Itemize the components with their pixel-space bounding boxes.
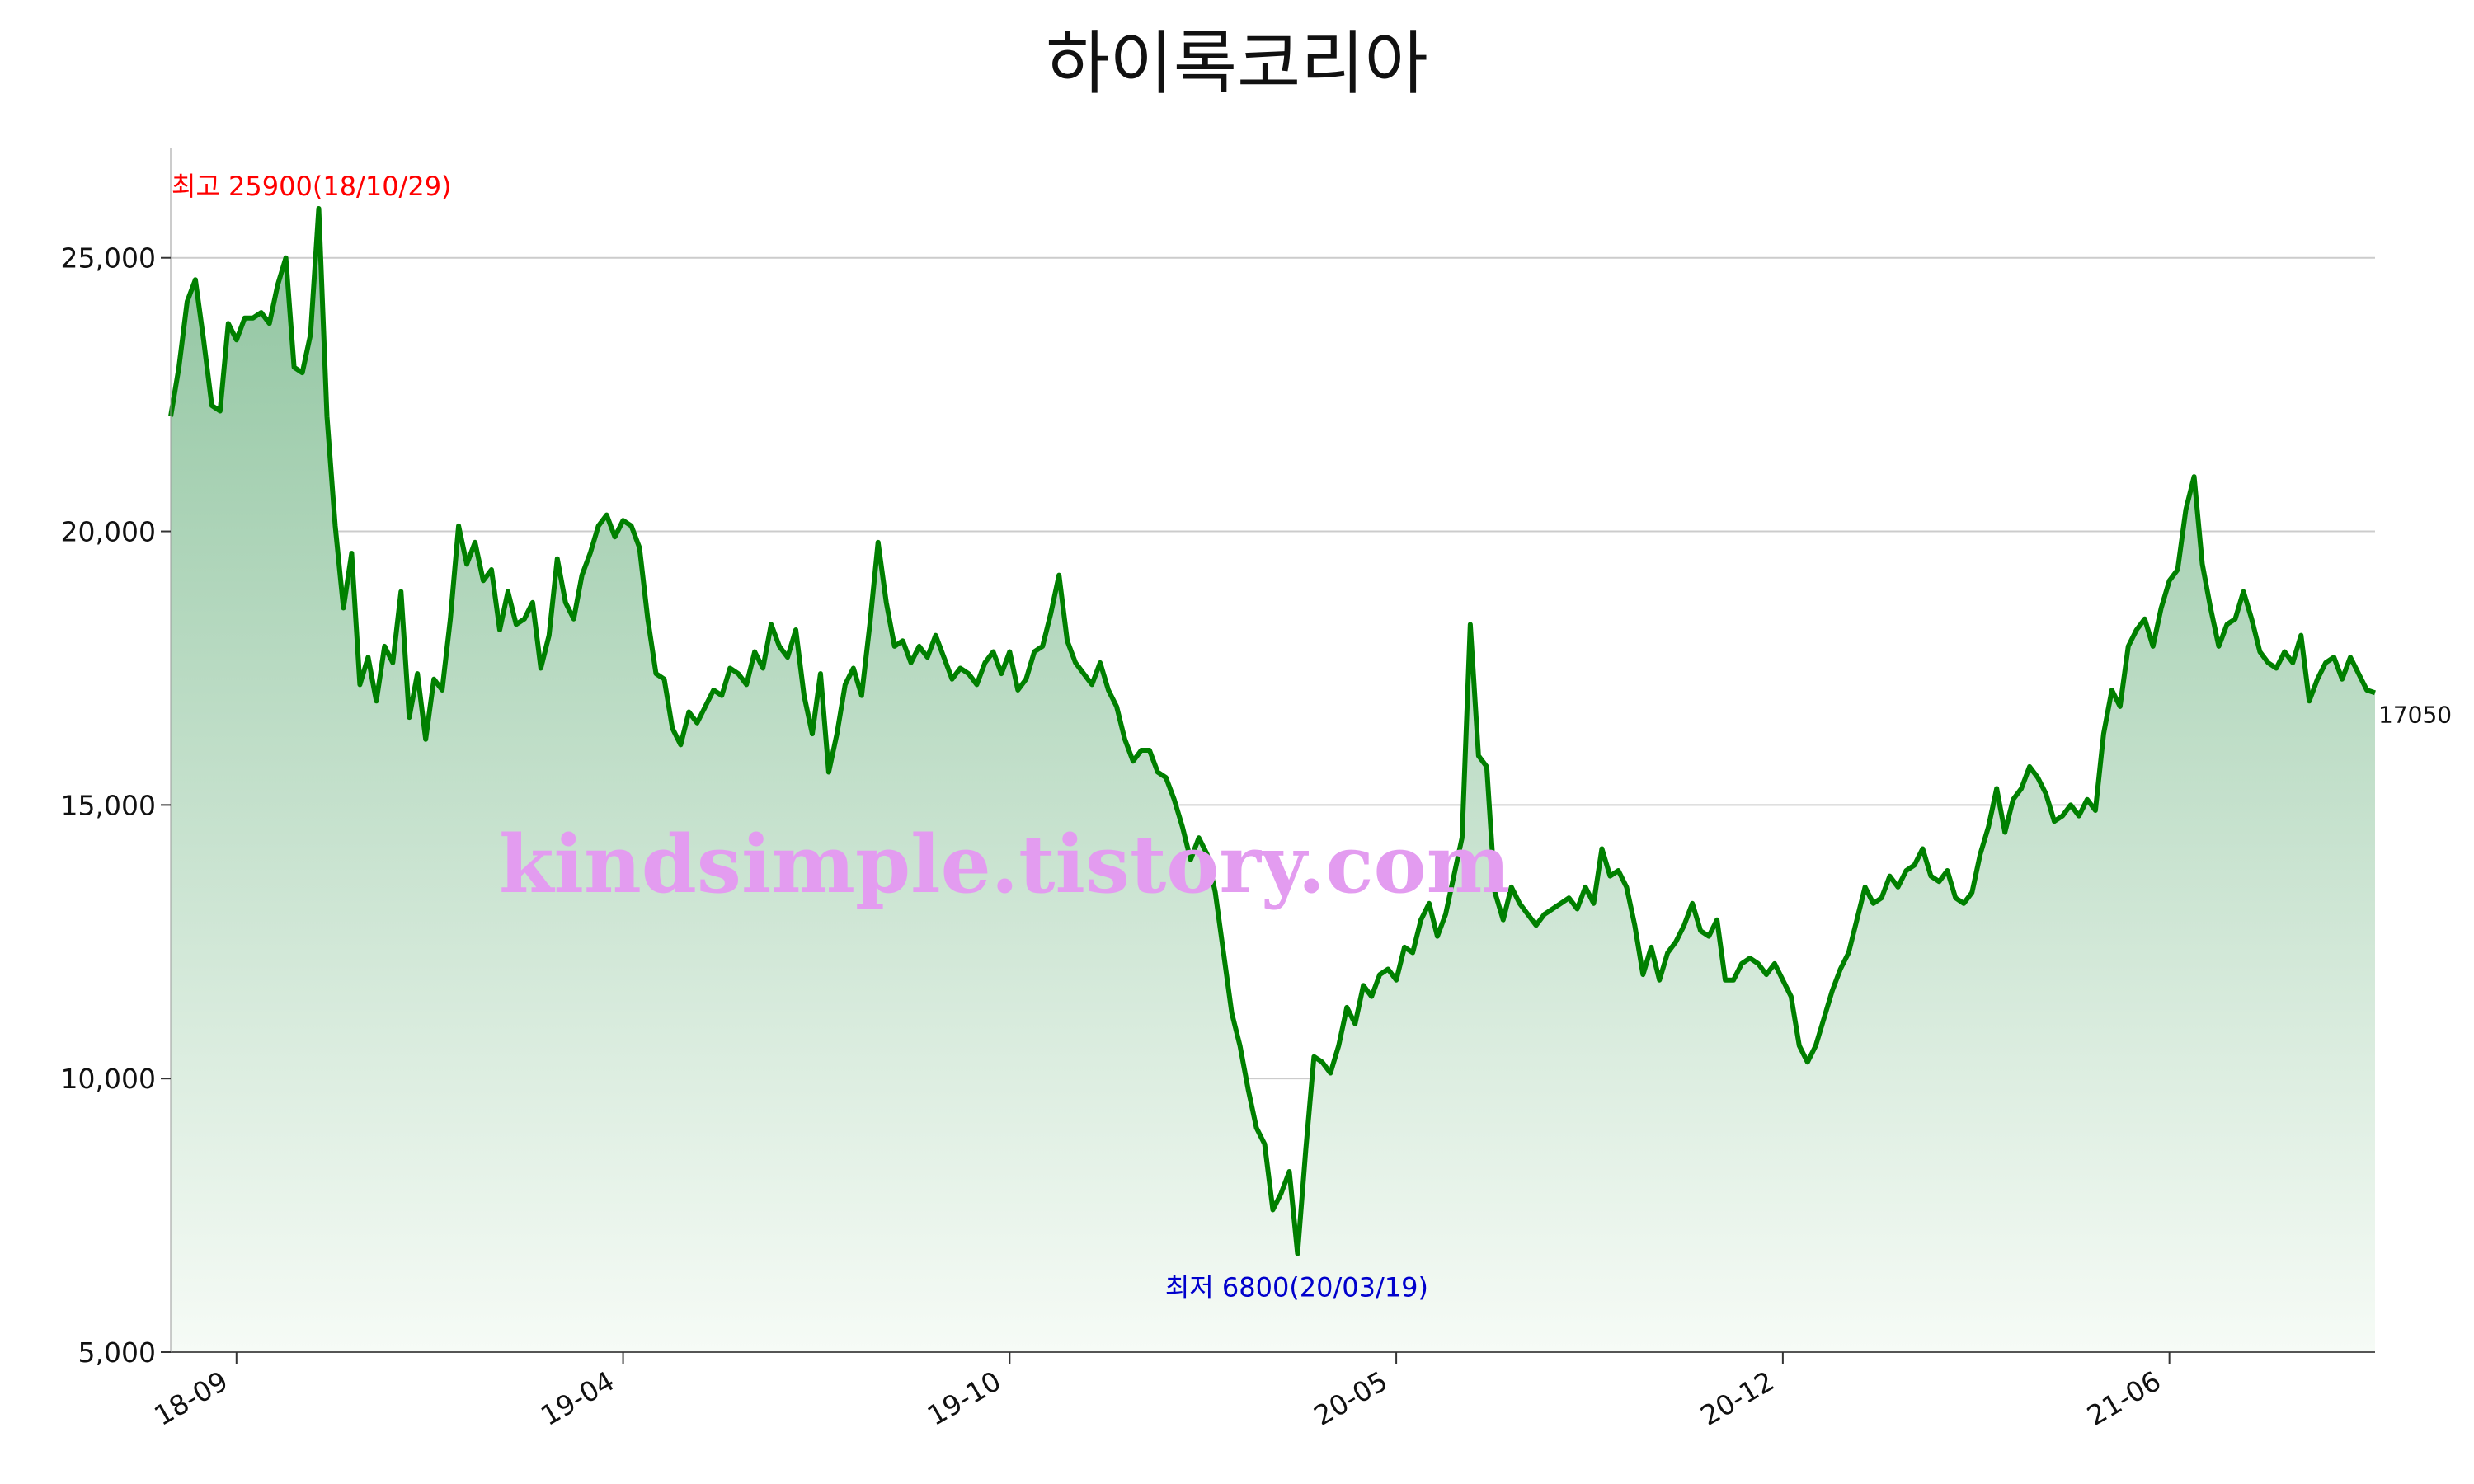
y-axis-ticks: 5,000 10,000 15,000 20,000 25,000 [61,242,171,1369]
x-tick-label: 19-10 [922,1364,1007,1432]
x-axis-ticks: 18-09 19-04 19-10 20-05 20-12 21-06 [148,1352,2171,1432]
price-area-fill [171,209,2375,1352]
y-tick-label: 25,000 [61,242,156,275]
x-tick-label: 20-12 [1695,1364,1780,1432]
y-tick-label: 10,000 [61,1063,156,1095]
annotations: 최고 25900(18/10/29) 최저 6800(20/03/19) 17050 [172,171,2452,1303]
y-tick-label: 5,000 [78,1336,156,1369]
max-annotation: 최고 25900(18/10/29) [172,171,452,202]
y-tick-label: 15,000 [61,789,156,821]
chart-title: 하이록코리아 [1046,23,1428,104]
watermark-text: kindsimple.tistory.com [499,818,1510,911]
x-tick-label: 20-05 [1309,1364,1394,1432]
min-annotation: 최저 6800(20/03/19) [1165,1272,1428,1303]
axes [170,148,2375,1353]
price-line [168,206,2376,1256]
last-value-label: 17050 [2378,701,2452,728]
y-tick-label: 20,000 [61,516,156,548]
x-tick-label: 18-09 [148,1364,233,1432]
x-tick-label: 21-06 [2081,1364,2166,1432]
x-tick-label: 19-04 [535,1364,620,1432]
